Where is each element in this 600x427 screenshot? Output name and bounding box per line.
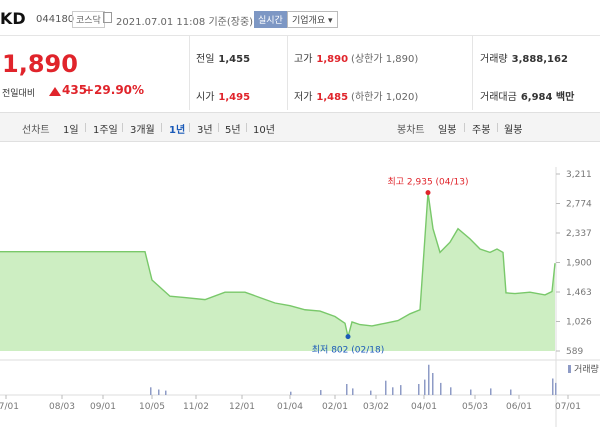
market-badge: 코스닥 <box>72 11 105 28</box>
volume-label: 거래량 <box>574 363 599 375</box>
volume-bar <box>428 364 430 395</box>
price-change: 435 <box>62 83 88 97</box>
x-tick-label: 07/01 <box>0 402 19 412</box>
y-tick-label: 2,337 <box>566 229 592 239</box>
volume-bar <box>450 387 452 395</box>
stock-header: KD 044180 코스닥 2021.07.01 11:08 기준(장중) 실시… <box>0 0 600 36</box>
low-annotation: 최저 802 (02/18) <box>312 345 384 356</box>
volume-bar <box>424 379 426 395</box>
volume-bar <box>418 384 420 395</box>
stock-code: 044180 <box>36 14 75 25</box>
price-area <box>0 192 555 351</box>
x-tick-label: 02/01 <box>322 402 348 412</box>
tab-1y[interactable]: 1년 <box>169 125 186 136</box>
stock-name: KD <box>0 9 26 28</box>
volume-bar <box>352 388 354 395</box>
tab-weekly[interactable]: 주봉 <box>472 125 491 136</box>
divider <box>472 36 473 110</box>
timestamp: 2021.07.01 11:08 기준(장중) <box>116 17 254 28</box>
y-tick-label: 2,774 <box>566 200 592 210</box>
price-line <box>0 192 556 337</box>
compare-label: 전일대비 <box>2 89 36 99</box>
high-annotation: 최고 2,935 (04/13) <box>387 177 468 188</box>
candle-chart-label: 봉차트 <box>397 125 425 136</box>
volume-bar <box>400 385 402 395</box>
tab-3m[interactable]: 3개월 <box>130 125 155 136</box>
price-change-pct: +29.90% <box>84 83 145 97</box>
stat-prev-close: 전일 1,455 <box>196 54 251 65</box>
x-tick-label: 08/03 <box>49 402 75 412</box>
realtime-button[interactable]: 실시간 <box>254 11 287 28</box>
y-tick-label: 589 <box>566 347 583 357</box>
price-chart: 3,211 2,774 2,337 1,900 1,463 1,026 589 최고 2,93… <box>0 167 600 427</box>
volume-bar <box>158 389 160 395</box>
stat-volume: 거래량 3,888,162 <box>480 54 568 65</box>
stat-open: 시가 1,495 <box>196 92 251 103</box>
stat-high: 고가 1,890 (상한가 1,890) <box>294 54 419 65</box>
volume-bar <box>385 380 387 395</box>
divider <box>287 36 288 110</box>
x-tick-label: 01/04 <box>277 402 303 412</box>
up-arrow-icon <box>49 87 61 96</box>
x-tick-label: 07/01 <box>555 402 581 412</box>
x-tick-label: 10/05 <box>139 402 165 412</box>
volume-bar <box>320 390 322 395</box>
x-tick-label: 12/01 <box>229 402 255 412</box>
tab-1w[interactable]: 1주일 <box>93 125 118 136</box>
x-tick-label: 06/01 <box>506 402 532 412</box>
x-tick-label: 05/03 <box>462 402 488 412</box>
tab-daily[interactable]: 일봉 <box>438 125 457 136</box>
y-tick-label: 1,900 <box>566 259 592 269</box>
tab-3y[interactable]: 3년 <box>197 125 213 136</box>
high-marker <box>425 190 431 196</box>
volume-bar <box>392 387 394 395</box>
tab-10y[interactable]: 10년 <box>253 125 275 136</box>
y-tick-label: 3,211 <box>566 170 592 180</box>
y-tick-label: 1,026 <box>566 318 592 328</box>
volume-bar <box>150 387 152 395</box>
stat-low: 저가 1,485 (하한가 1,020) <box>294 92 419 103</box>
current-price: 1,890 <box>2 50 78 78</box>
volume-bar <box>440 382 442 395</box>
x-tick-label: 11/02 <box>183 402 209 412</box>
volume-bar <box>346 384 348 395</box>
volume-bar <box>290 391 292 395</box>
x-tick-label: 04/01 <box>411 402 437 412</box>
volume-bar <box>490 388 492 395</box>
volume-legend-icon <box>568 365 571 373</box>
x-tick-label: 03/02 <box>363 402 389 412</box>
tab-monthly[interactable]: 월봉 <box>504 125 523 136</box>
volume-bar <box>432 373 434 395</box>
volume-bar <box>510 389 512 395</box>
price-summary: 1,890 전일대비 435 +29.90% <box>0 36 190 110</box>
x-tick-label: 09/01 <box>90 402 116 412</box>
document-icon[interactable] <box>103 12 112 23</box>
stat-amount: 거래대금 6,984 백만 <box>480 92 575 103</box>
volume-bar <box>552 378 554 395</box>
volume-bar <box>470 389 472 395</box>
volume-bar <box>165 390 167 395</box>
y-tick-label: 1,463 <box>566 288 592 298</box>
chart-tabs: 선차트 1일 1주일 3개월 1년 3년 5년 10년 봉차트 일봉 주봉 월봉 <box>0 112 600 142</box>
tab-5y[interactable]: 5년 <box>225 125 241 136</box>
line-chart-label: 선차트 <box>22 125 50 136</box>
company-info-dropdown[interactable]: 기업개요 ▾ <box>287 11 338 28</box>
volume-bar <box>370 390 372 395</box>
low-marker <box>345 334 351 340</box>
volume-bar <box>555 382 557 395</box>
tab-1d[interactable]: 1일 <box>63 125 79 136</box>
